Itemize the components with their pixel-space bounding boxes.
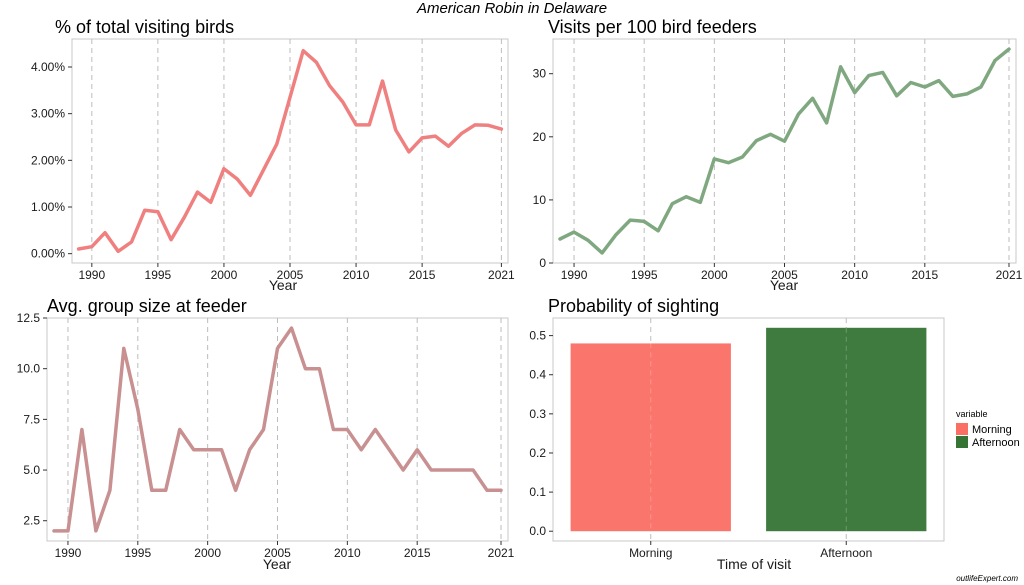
panel-sighting-plot-border: [552, 317, 945, 542]
panel-pct-x-tick-label: 2000: [211, 268, 238, 282]
panel-group-y-tick-label: 12.5: [17, 311, 41, 325]
panel-pct-y-tick-label: 4.00%: [31, 60, 65, 74]
panel-pct-x-tick-label: 2005: [277, 268, 304, 282]
bar-afternoon: [766, 327, 927, 532]
panel-sighting-x-tick-label: Afternoon: [820, 546, 872, 560]
panel-group-x-tick-label: 2005: [264, 546, 291, 560]
panel-group-y-tick-label: 5.0: [23, 463, 40, 477]
panel-group-title: Avg. group size at feeder: [47, 296, 247, 316]
panel-visits-y-tick-label: 30: [533, 67, 547, 81]
panel-visits-x-tick-label: 2010: [841, 268, 868, 282]
panel-visits-title: Visits per 100 bird feeders: [548, 17, 757, 37]
panel-visits-y-tick-label: 0: [539, 256, 546, 270]
legend-swatch-afternoon: [956, 436, 968, 448]
panel-group-series-line: [52, 326, 503, 533]
figure-title: American Robin in Delaware: [416, 0, 607, 17]
panel-sighting-x-axis-title: Time of visit: [717, 556, 791, 572]
panel-pct-y-tick-label: 0.00%: [31, 247, 65, 261]
panel-group-x-tick-label: 2021: [488, 546, 515, 560]
panel-sighting-y-tick-label: 0.2: [529, 446, 546, 460]
panel-visits-x-tick-label: 2000: [701, 268, 728, 282]
panel-group-x-tick-label: 2015: [404, 546, 431, 560]
panel-pct-y-tick-label: 1.00%: [31, 200, 65, 214]
panel-visits-x-tick-label: 2005: [771, 268, 798, 282]
bar-morning: [570, 343, 731, 532]
panel-pct-y-tick-label: 3.00%: [31, 107, 65, 121]
panel-group-size: 2.5 5.0 7.5 10.0 12.5 1990 1995 2000 2005 2010 201…: [17, 311, 515, 560]
legend-swatch-morning: [956, 423, 968, 435]
panel-pct-x-tick-label: 2021: [488, 268, 515, 282]
panel-sighting-title: Probability of sighting: [548, 296, 719, 316]
panel-sighting-y-tick-label: 0.1: [529, 485, 546, 499]
panel-pct-series-line: [76, 48, 504, 254]
panel-group-x-axis-title: Year: [263, 556, 292, 572]
panel-pct-x-tick-label: 1990: [78, 268, 105, 282]
panel-group-x-tick-label: 1995: [124, 546, 151, 560]
panel-visits-x-axis-title: Year: [770, 277, 799, 293]
panel-probability-of-sighting: 0.0 0.1 0.2 0.3 0.4 0.5 Morning Afternoon: [529, 317, 945, 560]
panel-visits-x-tick-label: 1995: [631, 268, 658, 282]
legend-label-morning: Morning: [972, 424, 1012, 436]
panel-visits-series-line: [558, 47, 1011, 255]
panel-pct-y-tick-label: 2.00%: [31, 153, 65, 167]
panel-pct-x-tick-label: 2010: [343, 268, 370, 282]
panel-visits-x-tick-label: 2015: [911, 268, 938, 282]
panel-pct-of-total: 0.00% 1.00% 2.00% 3.00% 4.00% 1990 1995 2000 200…: [31, 38, 515, 282]
panel-sighting-y-tick-label: 0.5: [529, 329, 546, 343]
panel-sighting-x-tick-label: Morning: [629, 546, 672, 560]
panel-group-y-tick-label: 7.5: [23, 412, 40, 426]
panel-pct-title: % of total visiting birds: [55, 17, 234, 37]
panel-pct-x-tick-label: 2015: [409, 268, 436, 282]
panel-sighting-y-tick-label: 0.4: [529, 368, 546, 382]
panel-group-x-tick-label: 1990: [55, 546, 82, 560]
panel-pct-x-tick-label: 1995: [145, 268, 172, 282]
legend: variable Morning Afternoon: [956, 409, 1020, 449]
panel-group-x-tick-label: 2000: [194, 546, 221, 560]
legend-title: variable: [956, 409, 988, 419]
panel-sighting-y-tick-label: 0.0: [529, 524, 546, 538]
panel-visits-y-tick-label: 20: [533, 130, 547, 144]
panel-visits-x-tick-label: 2021: [996, 268, 1023, 282]
panel-sighting-y-tick-label: 0.3: [529, 407, 546, 421]
panel-pct-x-axis-title: Year: [269, 277, 298, 293]
panel-group-y-tick-label: 10.0: [17, 362, 41, 376]
panel-visits-per-100: 0 10 20 30 1990 1995 2000 2005 2010 2015 2021: [533, 38, 1023, 282]
panel-group-x-tick-label: 2010: [334, 546, 361, 560]
panel-visits-x-tick-label: 1990: [561, 268, 588, 282]
panel-visits-y-tick-label: 10: [533, 193, 547, 207]
legend-label-afternoon: Afternoon: [972, 437, 1020, 449]
credit-text: outlifeExpert.com: [956, 574, 1018, 583]
panel-group-y-tick-label: 2.5: [23, 514, 40, 528]
